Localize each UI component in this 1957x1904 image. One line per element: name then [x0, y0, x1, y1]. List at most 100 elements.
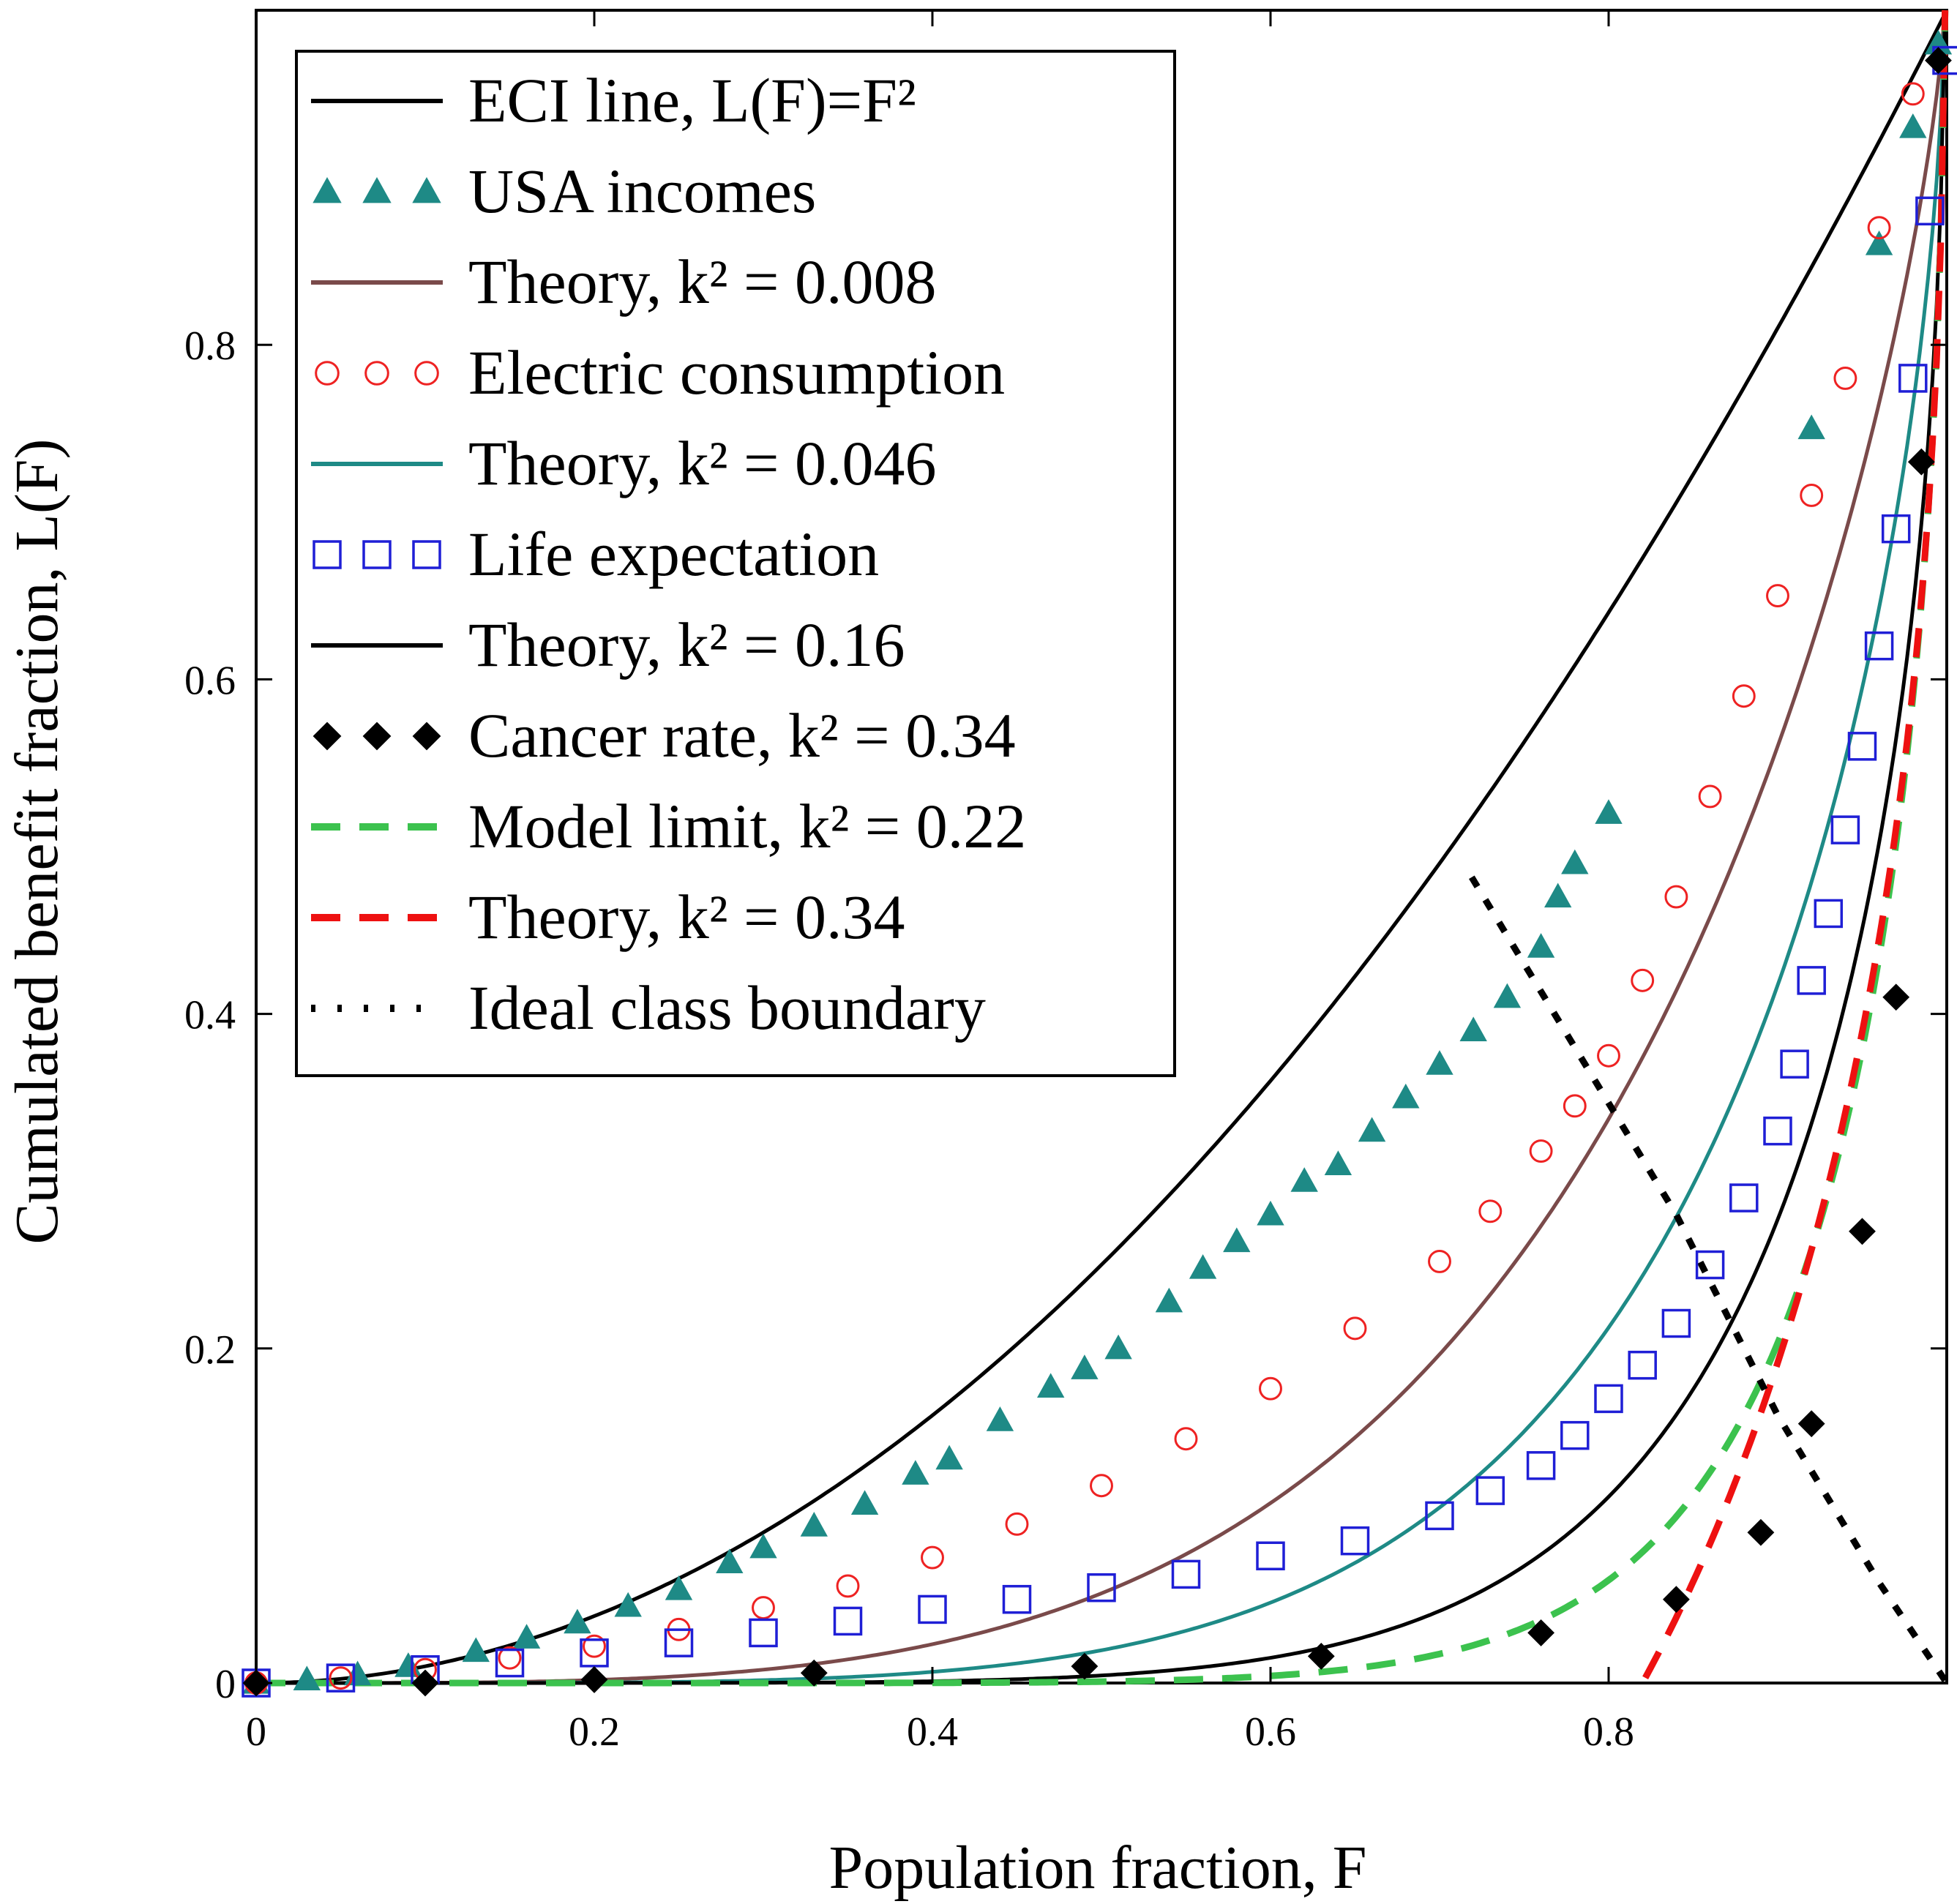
data-point-square: [1087, 1573, 1116, 1603]
data-point-square: [1628, 1350, 1657, 1380]
data-point-square: [1763, 1116, 1792, 1146]
data-point-diamond: [1747, 1518, 1775, 1546]
data-point-triangle: [1595, 799, 1623, 824]
legend-entry-label: ECI line, L(F)=F²: [468, 65, 916, 135]
legend-marker-swatch: [412, 540, 441, 569]
data-point-square: [1881, 514, 1911, 544]
data-point-square: [580, 1638, 609, 1668]
data-point-triangle: [512, 1624, 541, 1649]
legend-marker-swatch: [362, 540, 392, 569]
data-point-circle: [1631, 968, 1655, 992]
data-point-diamond: [1527, 1619, 1555, 1646]
data-point-circle: [498, 1646, 522, 1670]
legend-marker-swatch: [313, 540, 342, 569]
x-tick-label: 0.2: [569, 1709, 620, 1755]
data-point-triangle: [1104, 1334, 1132, 1360]
legend-marker-swatch: [315, 361, 340, 386]
data-point-triangle: [935, 1444, 963, 1470]
data-point-triangle: [1426, 1050, 1453, 1075]
data-point-square: [1171, 1559, 1201, 1589]
y-tick-label: 0.2: [184, 1327, 236, 1373]
legend-marker-swatch: [362, 176, 392, 203]
data-point-circle: [583, 1634, 606, 1658]
legend-entry-label: Electric consumption: [468, 337, 1005, 408]
data-point-square: [1830, 815, 1860, 844]
data-point-circle: [836, 1574, 860, 1598]
data-point-diamond: [1662, 1586, 1690, 1613]
data-point-square: [1814, 899, 1844, 929]
data-point-triangle: [1155, 1287, 1183, 1313]
data-point-square: [1797, 966, 1826, 995]
data-point-diamond: [1071, 1652, 1099, 1680]
data-point-square: [1475, 1476, 1505, 1505]
legend-entry-label: USA incomes: [468, 156, 816, 226]
data-point-triangle: [1071, 1354, 1099, 1379]
data-point-square: [1847, 732, 1877, 761]
data-point-square: [495, 1648, 525, 1678]
data-point-square: [664, 1628, 694, 1657]
data-point-square: [1864, 631, 1894, 661]
data-point-diamond: [1797, 1410, 1825, 1438]
data-point-square: [1594, 1384, 1623, 1414]
data-point-circle: [1766, 584, 1789, 608]
data-point-triangle: [1865, 230, 1893, 255]
data-point-circle: [1800, 483, 1824, 507]
data-point-circle: [1698, 784, 1722, 809]
data-point-triangle: [1223, 1227, 1251, 1253]
curves-layer: [256, 10, 1952, 1688]
data-point-triangle: [293, 1665, 321, 1691]
data-point-triangle: [1544, 882, 1572, 908]
data-point-square: [1425, 1501, 1454, 1531]
data-point-triangle: [749, 1533, 777, 1559]
data-point-triangle: [1899, 113, 1927, 138]
legend-entry-label: Model limit, k² = 0.22: [468, 791, 1026, 861]
data-point-square: [833, 1606, 863, 1636]
data-point-diamond: [1307, 1643, 1335, 1670]
data-point-circle: [1428, 1249, 1451, 1273]
y-axis-ticks: 0 0.2 0.4 0.6 0.8: [184, 323, 1947, 1707]
legend-marker-swatch: [313, 722, 342, 751]
legend: ECI line, L(F)=F² USA incomes Theory, k² =…: [295, 50, 1176, 1077]
data-point-square: [326, 1663, 356, 1693]
x-tick-label: 0.4: [907, 1709, 958, 1755]
data-point-triangle: [1493, 983, 1522, 1008]
data-point-circle: [1005, 1512, 1029, 1536]
legend-marker-swatch: [412, 176, 441, 203]
data-point-triangle: [902, 1460, 929, 1485]
legend-entry-label: Life expectation: [468, 519, 879, 589]
data-point-triangle: [1324, 1150, 1352, 1175]
legend-entry-label: Theory, k² = 0.008: [468, 247, 937, 317]
y-axis-label: Cumulated benefit fraction, L(F): [3, 439, 71, 1245]
data-point-triangle: [1037, 1373, 1065, 1398]
data-point-circle: [1833, 366, 1857, 390]
data-point-triangle: [1797, 414, 1825, 440]
y-tick-label: 0.4: [184, 993, 236, 1038]
legend-marker-swatch: [364, 361, 389, 386]
legend-entry-label: Cancer rate, k² = 0.34: [468, 700, 1016, 771]
data-point-square: [1780, 1049, 1809, 1079]
data-point-circle: [1867, 216, 1891, 240]
legend-entry-label: Theory, k² = 0.046: [468, 428, 937, 498]
data-point-square: [1526, 1451, 1556, 1480]
data-point-triangle: [462, 1637, 490, 1663]
data-point-circle: [1597, 1043, 1620, 1068]
data-point-circle: [1901, 82, 1925, 106]
data-point-triangle: [564, 1608, 591, 1634]
data-point-circle: [1478, 1199, 1503, 1223]
data-point-diamond: [1882, 983, 1910, 1011]
data-point-circle: [1563, 1094, 1587, 1118]
data-point-triangle: [1189, 1254, 1217, 1279]
x-tick-label: 0: [246, 1709, 266, 1755]
legend-entry-label: Theory, k² = 0.34: [468, 882, 905, 952]
data-point-square: [1915, 196, 1945, 226]
y-tick-label: 0.8: [184, 323, 236, 369]
x-tick-label: 0.6: [1245, 1709, 1296, 1755]
legend-marker-swatch: [414, 361, 439, 386]
legend-marker-swatch: [362, 722, 392, 751]
markers-layer: [242, 29, 1957, 1698]
y-tick-label: 0: [215, 1662, 236, 1707]
legend-entry-label: Ideal class boundary: [468, 972, 986, 1043]
data-point-circle: [1732, 684, 1756, 708]
series-line-10: [1469, 875, 1952, 1688]
legend-entry-label: Theory, k² = 0.16: [468, 610, 905, 680]
